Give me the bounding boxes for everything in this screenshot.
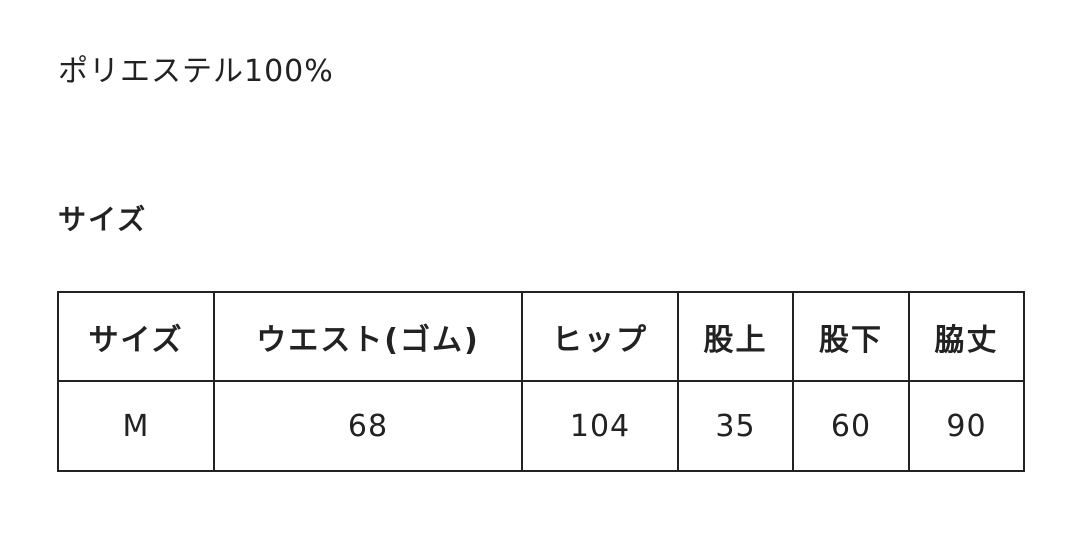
header-waist: ウエスト(ゴム) <box>213 291 523 382</box>
size-heading: サイズ <box>58 203 148 236</box>
header-inseam: 股下 <box>792 291 910 382</box>
cell-side-length: 90 <box>908 380 1025 472</box>
table-row: M 68 104 35 60 90 <box>57 380 1025 472</box>
material-text: ポリエステル100% <box>58 54 334 89</box>
size-table: サイズ ウエスト(ゴム) ヒップ 股上 股下 脇丈 M 68 104 35 60… <box>57 291 1025 472</box>
header-size: サイズ <box>57 291 215 382</box>
header-rise: 股上 <box>677 291 794 382</box>
cell-waist: 68 <box>213 380 523 472</box>
cell-inseam: 60 <box>792 380 910 472</box>
cell-size: M <box>57 380 215 472</box>
table-header-row: サイズ ウエスト(ゴム) ヒップ 股上 股下 脇丈 <box>57 291 1025 382</box>
header-hip: ヒップ <box>521 291 679 382</box>
header-side-length: 脇丈 <box>908 291 1025 382</box>
cell-rise: 35 <box>677 380 794 472</box>
cell-hip: 104 <box>521 380 679 472</box>
